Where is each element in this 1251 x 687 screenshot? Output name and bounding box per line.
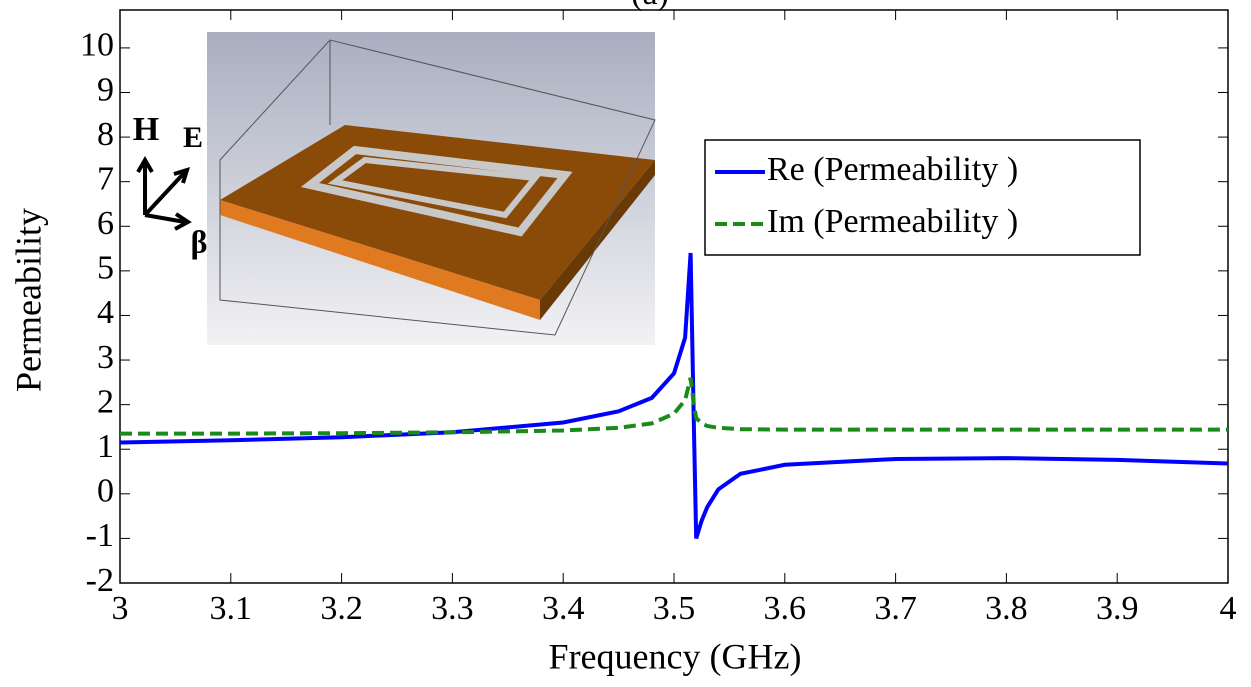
y-tick-label: 1: [97, 428, 114, 465]
x-tick-label: 3.3: [431, 590, 474, 627]
x-tick-label: 4: [1220, 590, 1237, 627]
y-tick-label: 3: [97, 339, 114, 376]
y-tick-label: 9: [97, 71, 114, 108]
y-tick-label: 2: [97, 383, 114, 420]
annotation: β: [191, 223, 208, 259]
y-tick-label: 7: [97, 160, 114, 197]
x-tick-label: 3: [112, 590, 129, 627]
y-tick-label: 4: [97, 294, 114, 331]
axes-arrows: [138, 160, 188, 229]
y-tick-label: 10: [80, 27, 114, 64]
x-tick-label: 3.4: [542, 590, 585, 627]
x-axis-label: Frequency (GHz): [549, 636, 802, 676]
x-tick-label: 3.2: [320, 590, 363, 627]
annotation: E: [183, 121, 203, 154]
y-axis-label: Permeability: [8, 208, 48, 392]
line-series: [120, 378, 1228, 434]
legend-label: Im (Permeability ): [767, 203, 1018, 240]
x-tick-label: 3.7: [874, 590, 917, 627]
inset-image: [207, 32, 655, 345]
y-tick-label: 0: [97, 473, 114, 510]
x-tick-label: 3.5: [653, 590, 696, 627]
y-tick-label: -2: [86, 562, 114, 599]
annotation: H: [133, 111, 159, 148]
chart: (a) H E β Frequency (GHz) Permeability -…: [0, 0, 1251, 687]
legend-label: Re (Permeability ): [767, 151, 1018, 188]
y-tick-label: 8: [97, 116, 114, 153]
y-tick-label: -1: [86, 517, 114, 554]
x-tick-label: 3.8: [985, 590, 1028, 627]
y-tick-label: 6: [97, 205, 114, 242]
y-tick-label: 5: [97, 250, 114, 287]
x-tick-label: 3.6: [764, 590, 807, 627]
x-tick-label: 3.1: [210, 590, 253, 627]
x-tick-label: 3.9: [1096, 590, 1139, 627]
